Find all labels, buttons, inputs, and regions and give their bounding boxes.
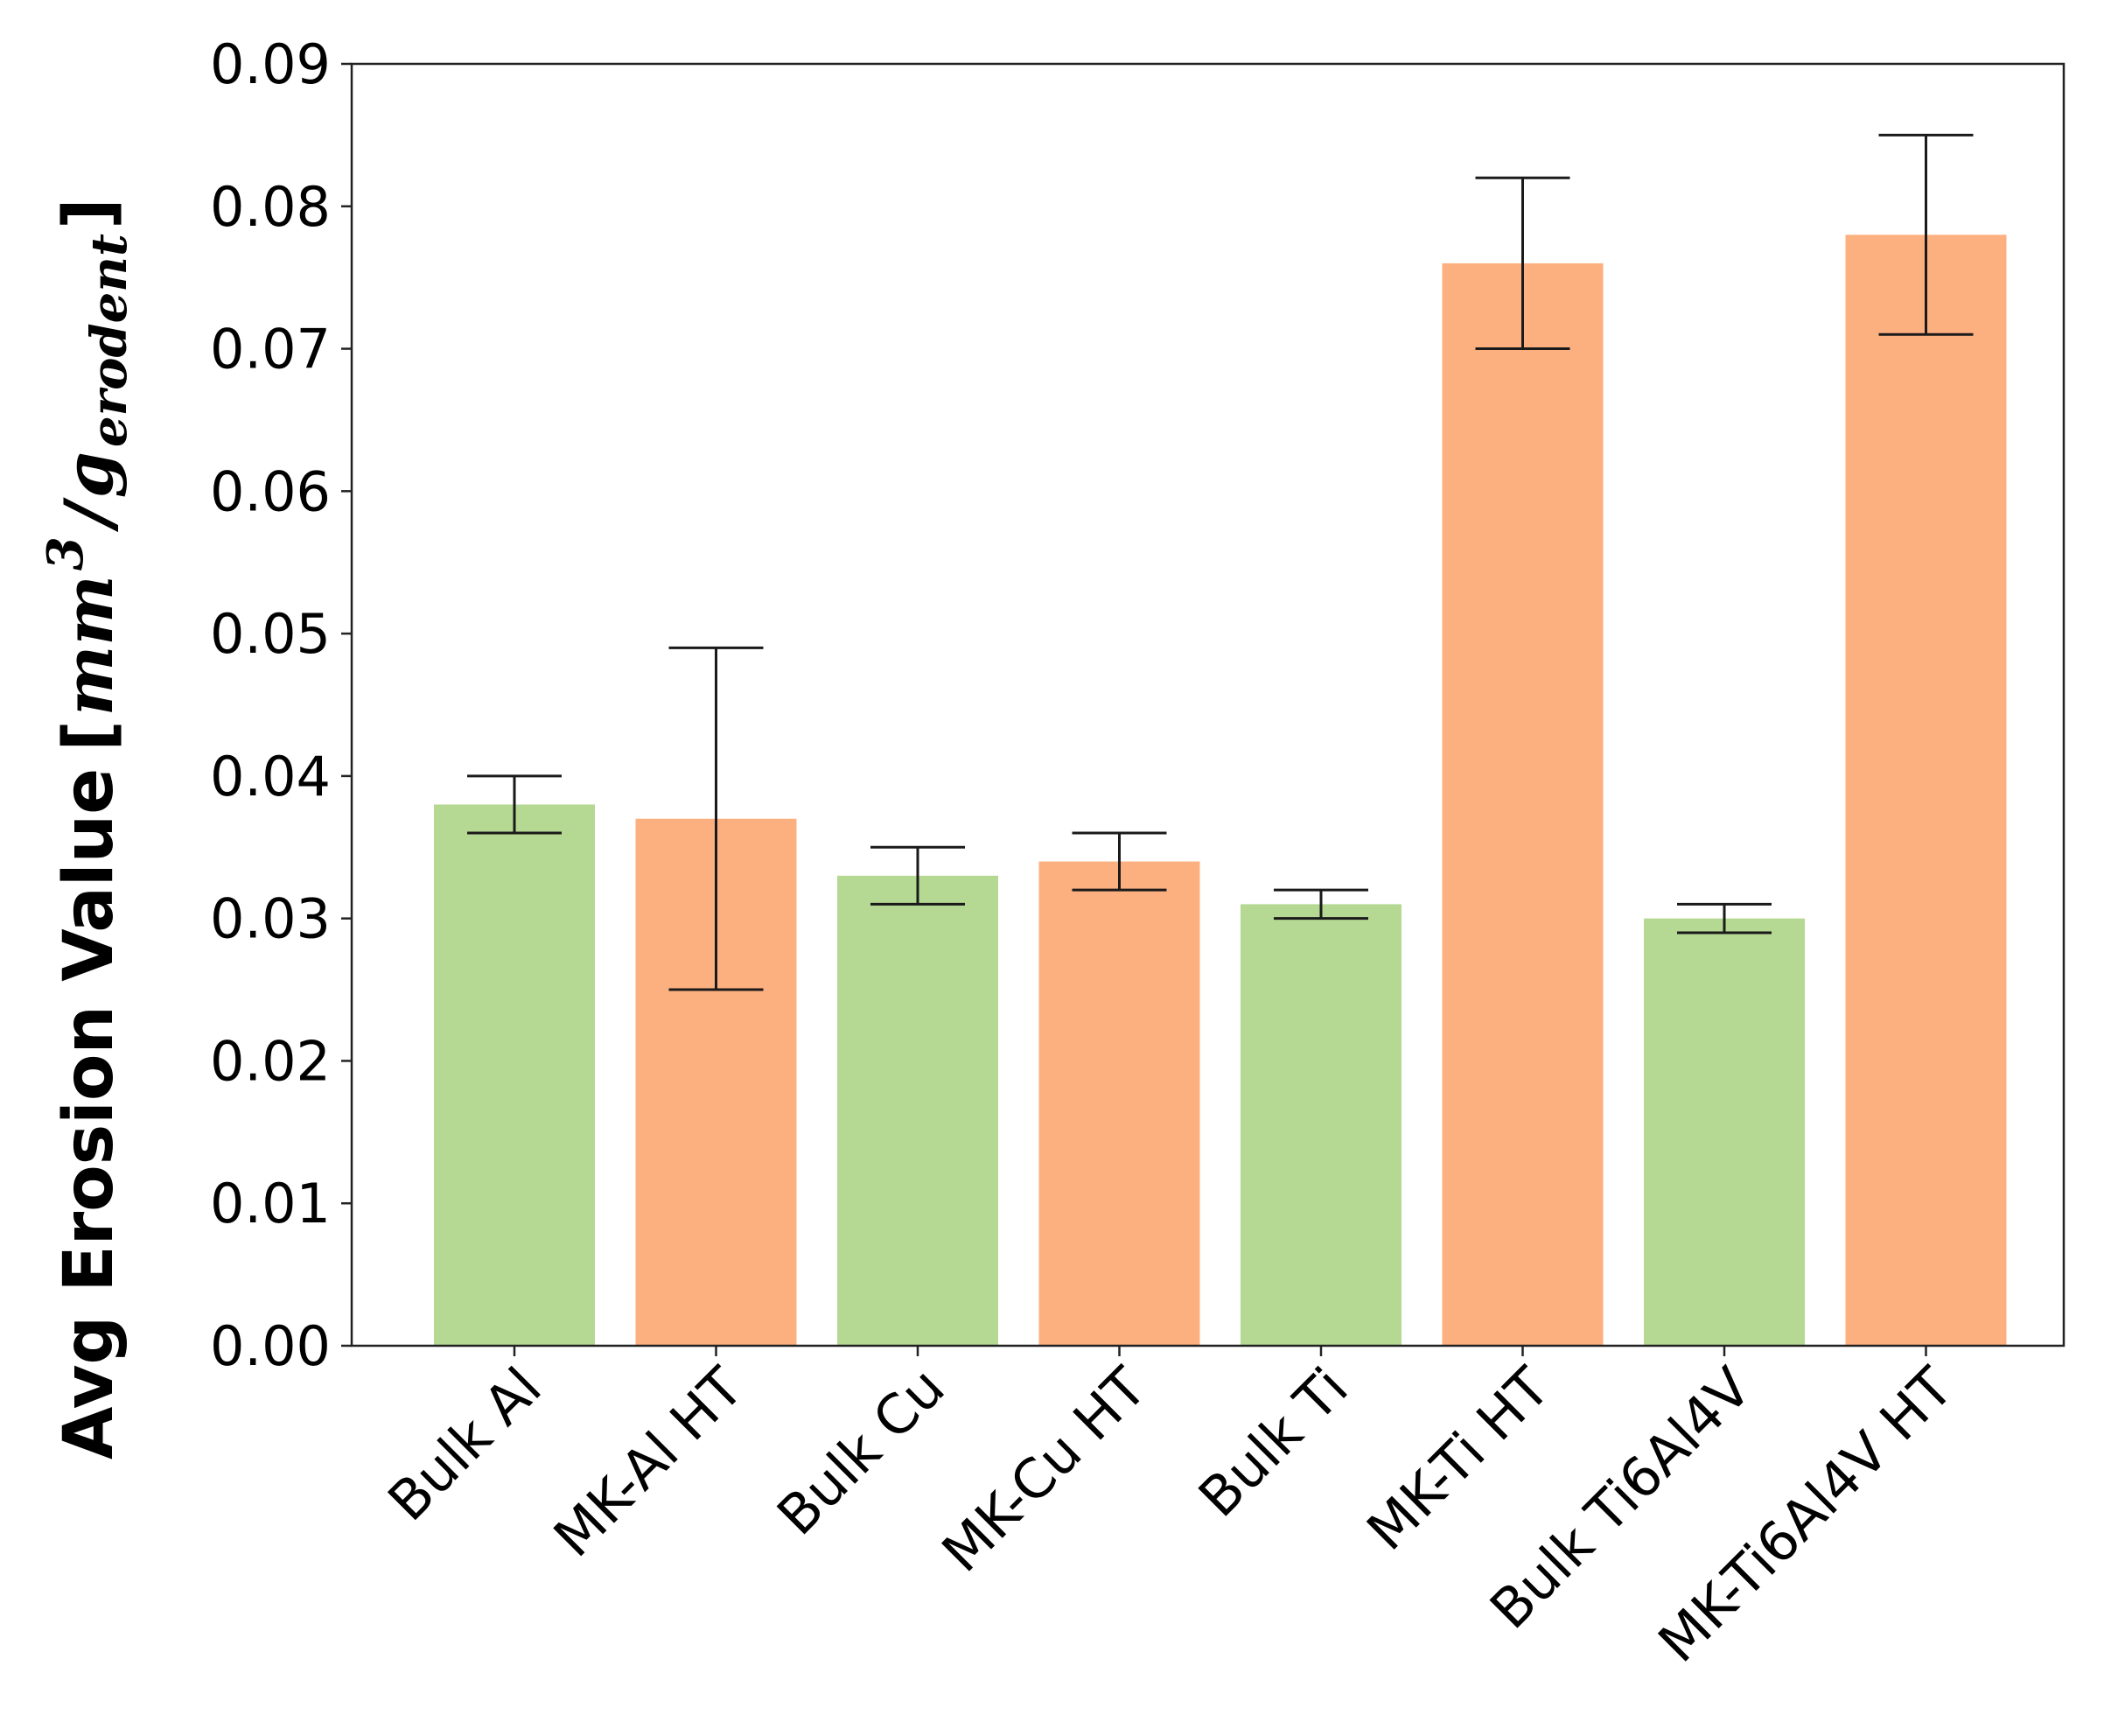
x-tick-label-4: MK-Cu HT <box>930 1354 1159 1584</box>
y-tick-label-3: 0.03 <box>210 887 331 951</box>
y-tick-label-9: 0.09 <box>210 32 331 96</box>
bar-6 <box>1442 262 1604 1346</box>
svg-text:Avg Erosion Value [: Avg Erosion Value [ mm 3 / g erodent ] <box>37 198 138 1460</box>
y-tick-label-5: 0.05 <box>210 602 331 666</box>
x-tick-label-5: Bulk Ti <box>1186 1355 1360 1530</box>
bar-1 <box>434 804 595 1346</box>
x-tick-label-6: MK-Ti HT <box>1354 1354 1562 1562</box>
y-tick-label-1: 0.01 <box>210 1172 331 1236</box>
y-axis-label-unit-power: 3 <box>37 536 94 570</box>
bars-layer <box>434 234 2007 1346</box>
y-tick-label-4: 0.04 <box>210 745 331 808</box>
y-axis-label: Avg Erosion Value [ mm 3 / g erodent ] <box>37 198 138 1460</box>
y-axis-ticks: 0.00 0.01 0.02 0.03 0.04 0.05 0.06 0.07 0.08 0.09 <box>210 32 352 1378</box>
y-tick-label-6: 0.06 <box>210 459 331 523</box>
y-axis-label-unit-mm: mm <box>50 575 128 716</box>
error-bars-layer <box>467 133 1974 991</box>
x-tick-label-1: Bulk Al <box>375 1355 553 1533</box>
y-tick-label-8: 0.08 <box>210 175 331 239</box>
bar-5 <box>1241 904 1402 1346</box>
y-axis-label-slash: / <box>50 497 128 533</box>
y-axis-label-unit-g: g <box>50 452 128 498</box>
y-tick-label-0: 0.00 <box>210 1314 331 1378</box>
bar-3 <box>837 875 998 1346</box>
y-axis-label-close-bracket: ] <box>50 198 129 229</box>
y-tick-label-7: 0.07 <box>210 318 331 382</box>
y-tick-label-2: 0.02 <box>210 1029 331 1093</box>
bar-4 <box>1038 861 1200 1346</box>
x-tick-label-2: MK-Al HT <box>542 1354 756 1569</box>
y-axis-label-open-bracket: [ <box>50 720 129 752</box>
bar-7 <box>1644 918 1805 1346</box>
x-tick-label-3: Bulk Cu <box>765 1355 956 1547</box>
bar-8 <box>1845 234 2007 1346</box>
y-axis-label-unit-sub: erodent <box>80 234 138 447</box>
plot-frame <box>350 62 2066 1348</box>
y-axis-label-text: Avg Erosion Value <box>50 768 129 1460</box>
